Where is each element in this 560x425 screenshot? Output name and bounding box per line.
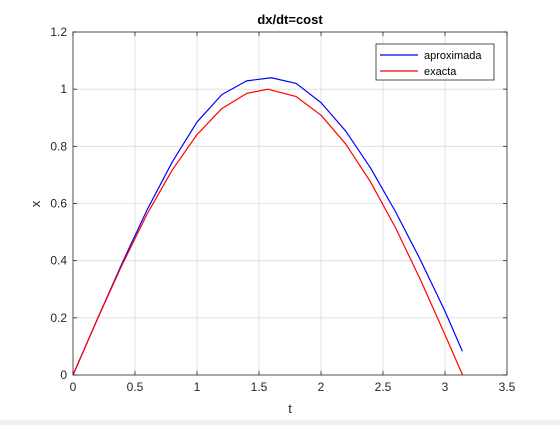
chart-title: dx/dt=cost [257,12,323,27]
legend-label-exacta: exacta [424,66,457,78]
axis-ticks: 0 0.5 1 1.5 2 2.5 3 3.5 0 0.2 0.4 0.6 0.8 1 1.2 [50,25,515,394]
x-tick-label: 1 [194,380,201,394]
y-tick-label: 0.2 [50,311,67,325]
legend-box [375,43,495,81]
series-lines [72,77,464,376]
y-tick-label: 0.4 [50,254,67,268]
y-tick-label: 1 [60,82,67,96]
grid-lines [73,32,507,375]
x-tick-label: 2 [318,380,325,394]
series-line-aproximada [72,77,463,376]
x-tick-label: 1.5 [251,380,268,394]
x-axis-label: t [288,401,292,416]
y-tick-label: 1.2 [50,25,67,39]
y-tick-label: 0.6 [50,197,67,211]
legend: aproximada exacta [375,43,495,81]
y-tick-label: 0.8 [50,139,67,153]
y-tick-label: 0 [60,368,67,382]
legend-label-aproximada: aproximada [424,50,482,62]
y-axis-label: x [28,200,43,207]
series-line-exacta [72,88,464,376]
x-tick-label: 3 [442,380,449,394]
x-tick-label: 0 [70,380,77,394]
x-tick-label: 0.5 [127,380,144,394]
x-tick-label: 3.5 [499,380,516,394]
x-tick-label: 2.5 [375,380,392,394]
